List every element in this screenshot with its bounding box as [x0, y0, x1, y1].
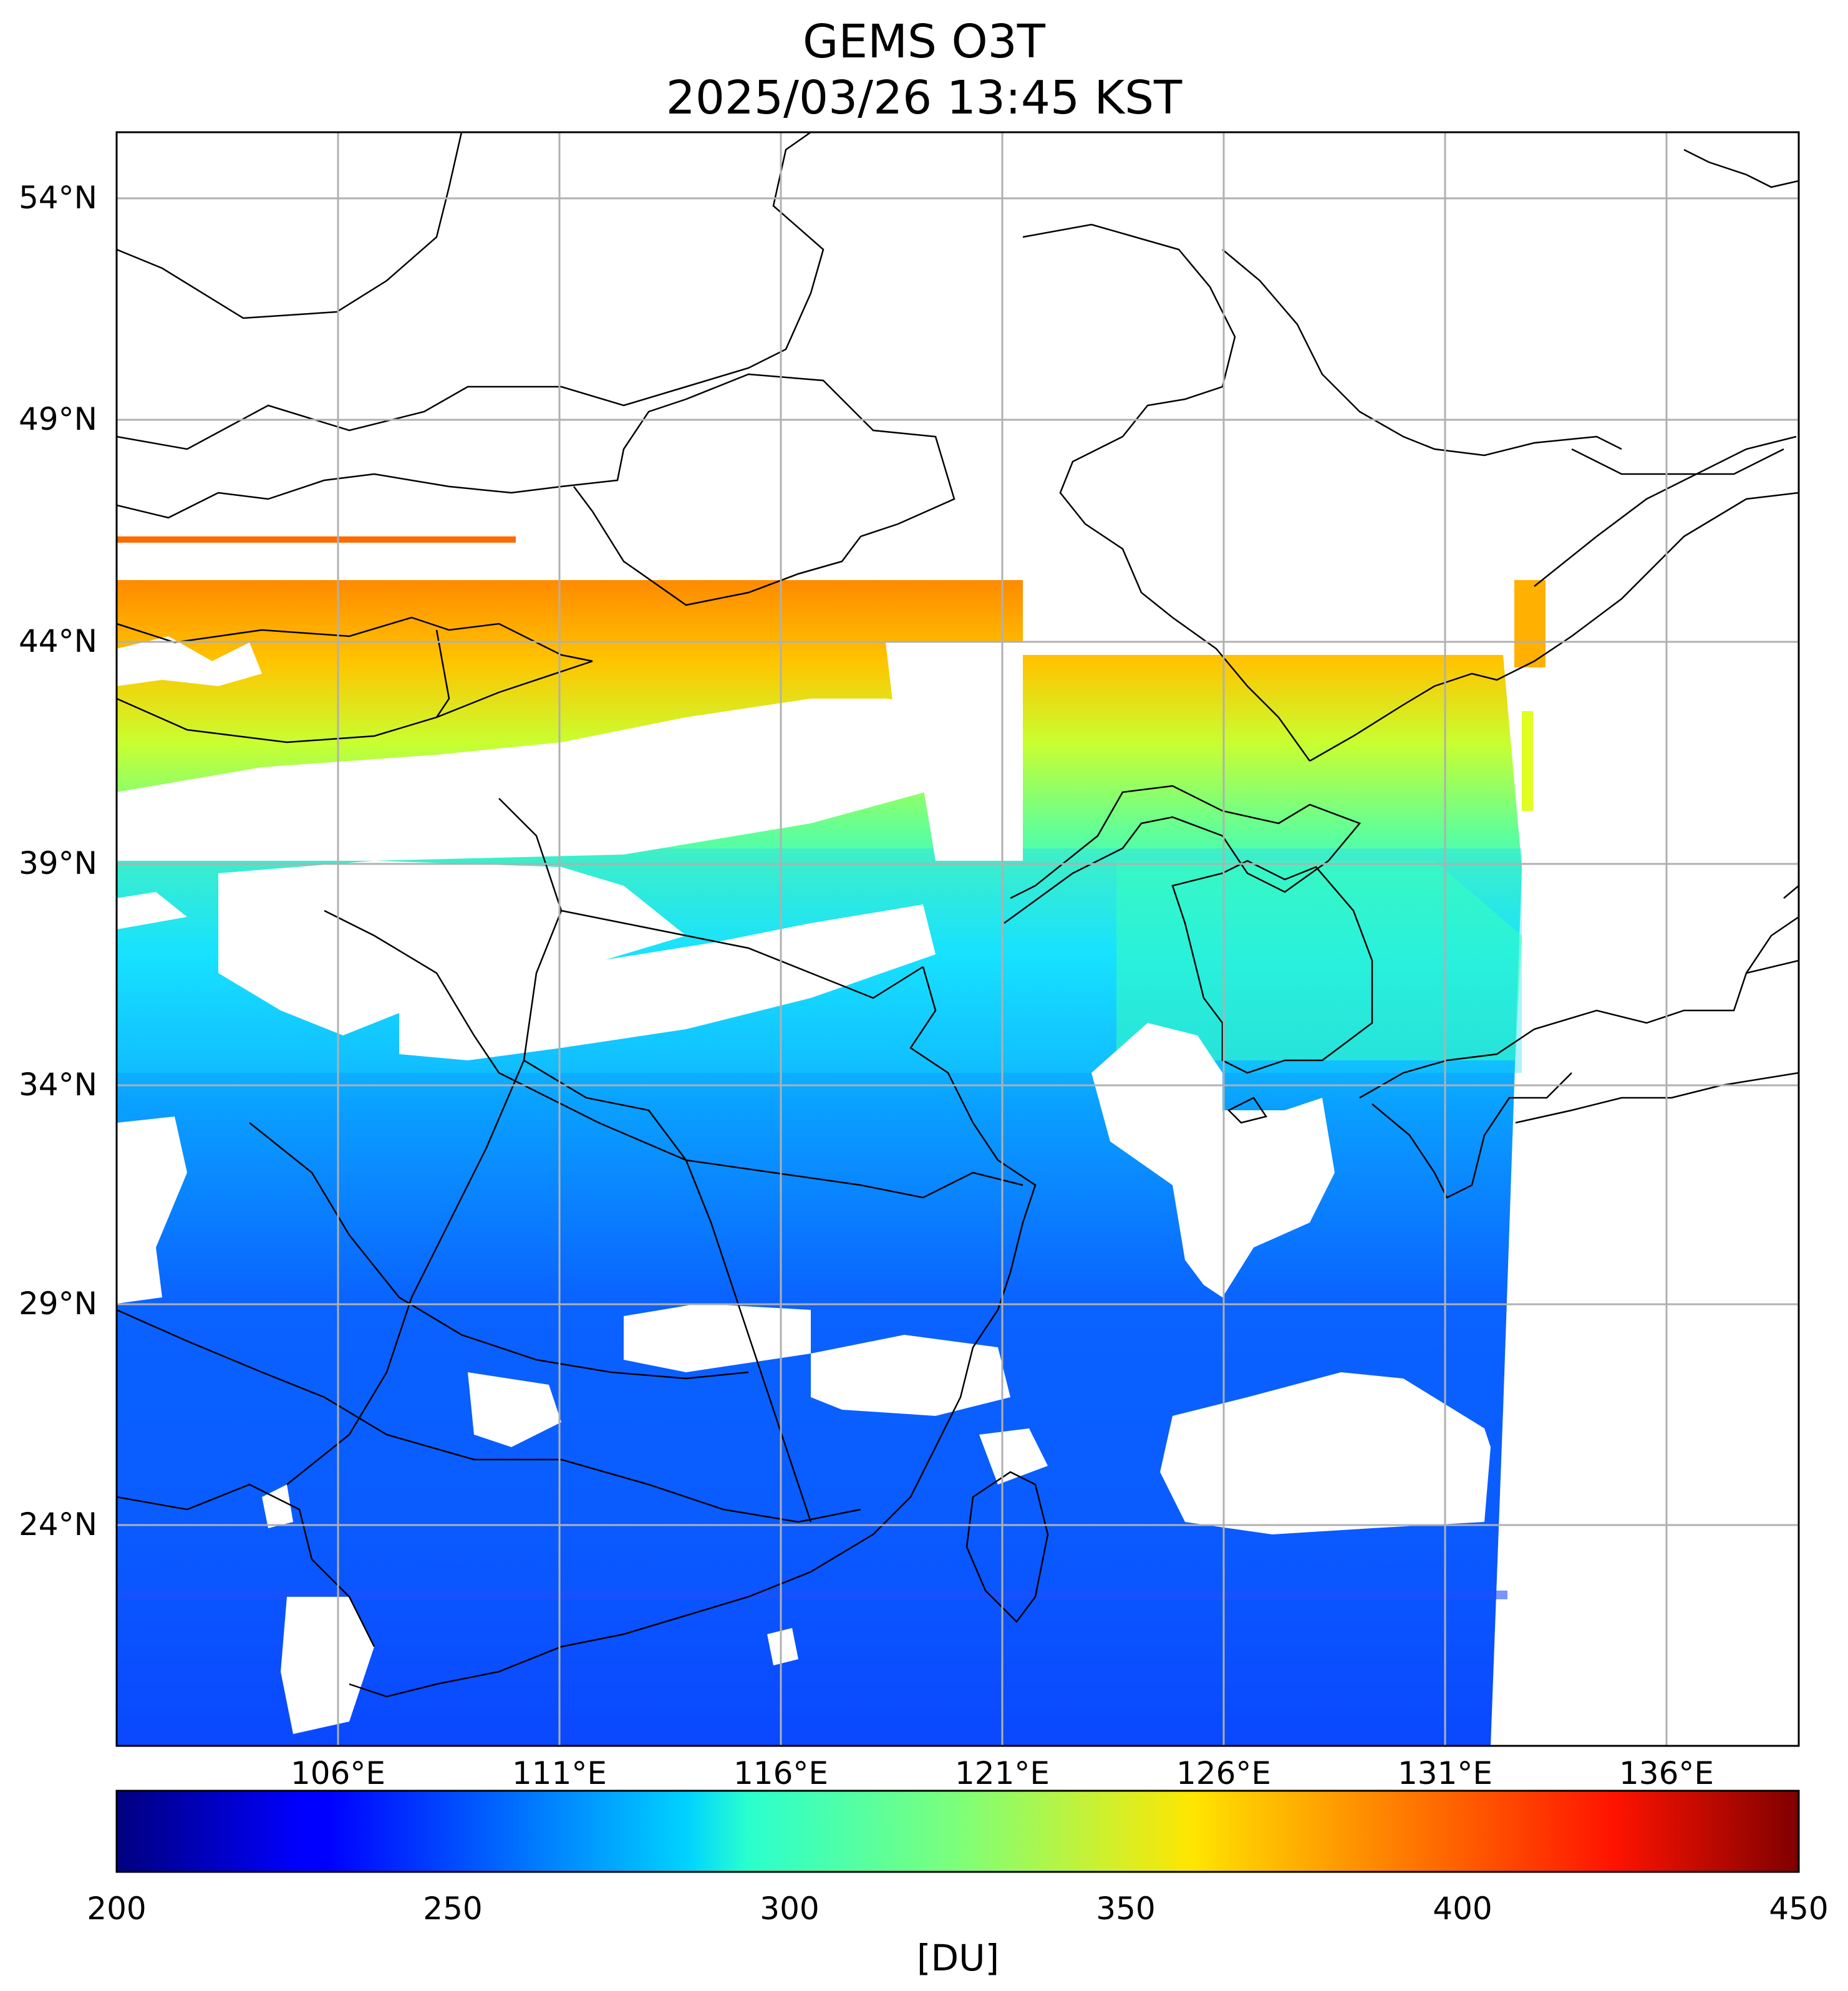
lat-label-29: 29°N: [19, 1286, 98, 1322]
coastlines-borders: [117, 132, 1799, 1698]
lon-label-106: 106°E: [290, 1755, 386, 1791]
lon-label-111: 111°E: [511, 1755, 607, 1791]
ozone-field: [117, 536, 1546, 1746]
lat-label-24: 24°N: [19, 1506, 98, 1543]
lon-label-121: 121°E: [954, 1755, 1050, 1791]
lat-label-39: 39°N: [19, 845, 98, 881]
graticule: [117, 132, 1799, 1746]
colorbar-tick-350: 350: [1096, 1891, 1156, 1927]
lon-label-116: 116°E: [733, 1755, 829, 1791]
map-timestamp: 2025/03/26 13:45 KST: [665, 71, 1183, 125]
colorbar-tick-400: 400: [1433, 1891, 1492, 1927]
lat-label-34: 34°N: [19, 1067, 98, 1103]
map-frame: [115, 131, 1800, 1747]
colorbar-unit-label: [DU]: [916, 1937, 1000, 1979]
lon-label-126: 126°E: [1176, 1755, 1272, 1791]
cloud-gaps: [117, 636, 1491, 1734]
lon-label-136: 136°E: [1618, 1755, 1715, 1791]
colorbar-tick-200: 200: [87, 1891, 147, 1927]
lat-label-44: 44°N: [19, 623, 98, 659]
lat-label-49: 49°N: [19, 401, 98, 437]
colorbar: [115, 1790, 1800, 1873]
colorbar-tick-300: 300: [760, 1891, 820, 1927]
colorbar-tick-450: 450: [1769, 1891, 1829, 1927]
lon-label-131: 131°E: [1397, 1755, 1493, 1791]
map-title: GEMS O3T: [803, 15, 1045, 69]
colorbar-tick-250: 250: [423, 1891, 483, 1927]
lat-label-54: 54°N: [19, 180, 98, 216]
